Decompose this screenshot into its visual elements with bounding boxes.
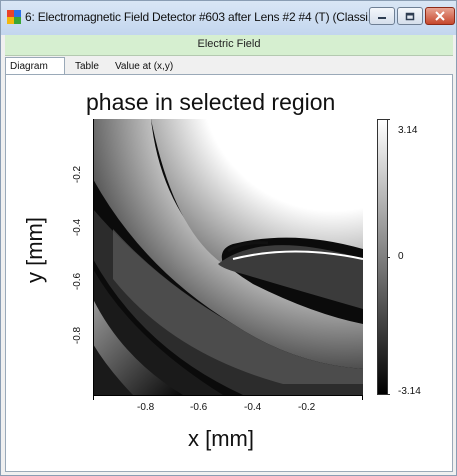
y-tick-label: -0.2 [72, 165, 84, 184]
close-icon [426, 8, 454, 24]
title-bar[interactable]: 6: Electromagnetic Field Detector #603 a… [1, 1, 456, 35]
subtitle-text: Electric Field [197, 38, 261, 50]
minimize-button[interactable] [369, 7, 395, 25]
y-tick-label: -0.6 [72, 272, 84, 291]
colorbar-mid-label: 0 [398, 251, 404, 262]
y-tick-label: -0.4 [72, 218, 84, 237]
colorbar-tick [387, 394, 390, 395]
x-tick-label: -0.2 [298, 402, 316, 413]
maximize-button[interactable] [397, 7, 423, 25]
app-icon [7, 10, 21, 24]
phase-image [93, 119, 363, 395]
x-tick-label: -0.6 [190, 402, 208, 413]
tab-value-at-xy[interactable]: Value at (x,y) [115, 61, 174, 72]
tab-table[interactable]: Table [75, 61, 99, 72]
minimize-icon [370, 8, 394, 24]
colorbar-tick [387, 119, 390, 120]
x-axis-label: x [mm] [188, 426, 254, 451]
y-axis-label: y [mm] [22, 217, 47, 283]
subtitle-bar: Electric Field [5, 35, 453, 56]
x-tick-mark [362, 395, 363, 400]
plot-title: phase in selected region [86, 89, 336, 115]
window-title: 6: Electromagnetic Field Detector #603 a… [25, 10, 378, 24]
x-tick-label: -0.8 [137, 402, 155, 413]
phase-plot[interactable] [93, 119, 363, 395]
maximize-icon [398, 8, 422, 24]
tab-diagram[interactable]: Diagram [5, 57, 65, 75]
x-tick-label: -0.4 [244, 402, 262, 413]
x-axis [93, 395, 363, 396]
colorbar-tick [387, 257, 390, 258]
y-tick-label: -0.8 [72, 326, 84, 345]
y-axis [93, 119, 94, 395]
x-tick-mark [93, 395, 94, 400]
close-button[interactable] [425, 7, 455, 25]
colorbar-min-label: -3.14 [398, 386, 421, 397]
colorbar-max-label: 3.14 [398, 125, 418, 136]
